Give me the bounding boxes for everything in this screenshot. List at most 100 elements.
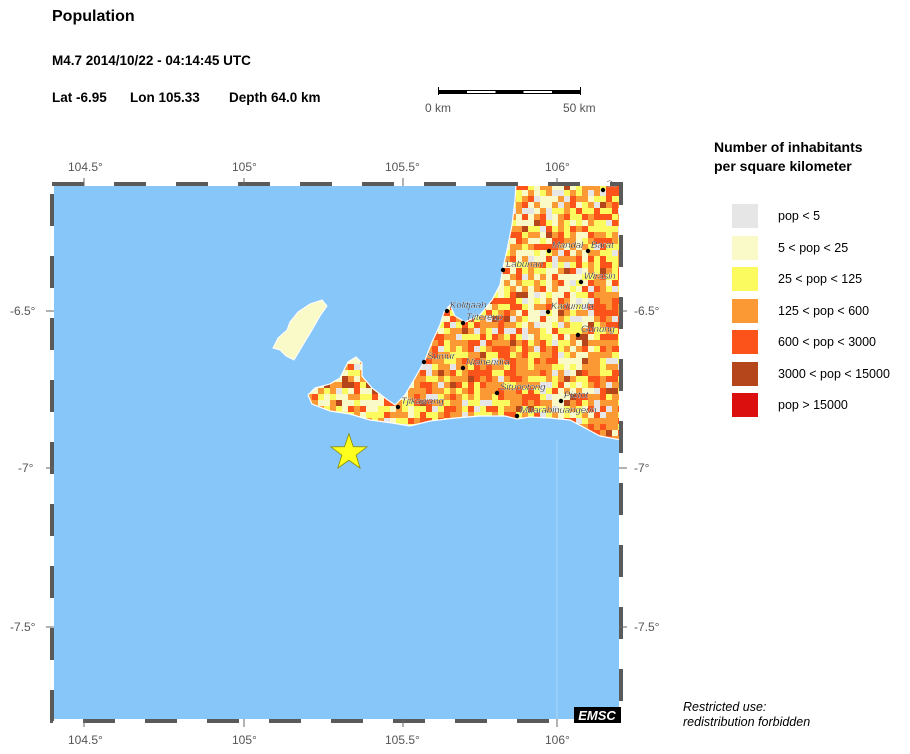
event-depth: Depth 64.0 km (229, 90, 321, 105)
city-dot (460, 365, 466, 371)
legend-swatch (732, 330, 758, 354)
legend-label: 125 < pop < 600 (778, 303, 870, 318)
legend-item: pop < 5 (732, 203, 820, 229)
city-marker: Kolitjaah (444, 300, 487, 314)
city-label: Wirasin (584, 271, 616, 282)
island (272, 299, 328, 361)
lon-tick-bottom: 106° (545, 733, 570, 747)
city-marker: Barat (585, 240, 614, 254)
event-lon: Lon 105.33 (130, 90, 200, 105)
city-dot (460, 320, 466, 326)
city-dot (545, 309, 551, 315)
legend-label: pop > 15000 (778, 398, 848, 412)
city-marker: Piotot (558, 390, 589, 404)
city-dot (585, 248, 591, 254)
city-marker: Muarabinuangeun (514, 405, 597, 419)
city-label: Situootong (500, 382, 546, 393)
city-marker: Situootong (494, 382, 546, 396)
legend-item: 3000 < pop < 15000 (732, 361, 890, 387)
star-icon[interactable] (329, 432, 369, 470)
legend-label: pop < 5 (778, 209, 821, 223)
city-dot (421, 359, 427, 365)
city-dot (514, 413, 520, 419)
lon-tick-top: 105° (232, 160, 257, 174)
city-label: Barat (591, 240, 614, 251)
scale-start-label: 0 km (425, 101, 452, 115)
usage-notice: Restricted use: redistribution forbidden (683, 700, 810, 730)
emsc-logo-text: EMSC (578, 708, 616, 723)
city-dot (444, 308, 450, 314)
city-marker: Niahendra (460, 357, 510, 371)
scale-bar (438, 87, 581, 96)
city-marker: Mandal (546, 240, 584, 254)
legend-title-line: Number of inhabitants (714, 139, 863, 155)
legend-label: 600 < pop < 3000 (778, 335, 877, 349)
city-marker: Kadumula (545, 301, 594, 315)
legend-swatch (732, 361, 758, 386)
event-info: M4.7 2014/10/22 - 04:14:45 UTC (52, 53, 251, 68)
legend-item: pop > 15000 (732, 392, 848, 418)
legend-swatch (732, 298, 758, 323)
notice-line: Restricted use: (683, 700, 767, 714)
city-marker: Labunan (500, 259, 543, 273)
legend-title: Number of inhabitants per square kilomet… (714, 138, 863, 176)
legend-swatch (732, 235, 758, 260)
lat-tick-right: -7.5° (634, 620, 660, 634)
city-marker: Tjitereup (460, 312, 503, 326)
map-frame-dashes (50, 182, 623, 723)
city-marker: Gunung (575, 324, 616, 338)
lat-tick-left: -6.5° (10, 304, 36, 318)
legend-title-line: per square kilometer (714, 158, 852, 174)
lon-tick-top: 104.5° (68, 160, 103, 174)
city-label: Tjitereup (466, 312, 503, 323)
city-marker: Tjikawang (395, 396, 445, 410)
legend-swatch (732, 393, 758, 417)
legend-swatch (732, 267, 758, 291)
lat-tick-right: -6.5° (634, 304, 660, 318)
legend-label: 3000 < pop < 15000 (778, 366, 890, 381)
city-label: Kadumula (551, 301, 594, 312)
legend-swatch (732, 204, 758, 228)
notice-line: redistribution forbidden (683, 715, 811, 729)
city-marker: Wirasin (578, 271, 616, 285)
city-label: Tjikawang (401, 396, 444, 407)
city-label: Labunan (506, 259, 543, 270)
legend-item: 600 < pop < 3000 (732, 329, 876, 355)
city-label: Mandal (552, 240, 584, 251)
legend-item: 25 < pop < 125 (732, 266, 862, 292)
city-dot (500, 267, 506, 273)
legend-label: 25 < pop < 125 (778, 272, 863, 286)
city-dot (395, 404, 401, 410)
lon-tick-bottom: 105° (232, 733, 257, 747)
lat-tick-right: -7° (634, 461, 650, 475)
city-dot (600, 187, 606, 193)
city-marker: Sumur (421, 351, 456, 365)
lon-tick-bottom: 105.5° (385, 733, 420, 747)
scale-end-label: 50 km (563, 101, 596, 115)
event-lat: Lat -6.95 (52, 90, 107, 105)
lat-tick-left: -7° (18, 461, 34, 475)
city-dot (578, 279, 584, 285)
lat-tick-left: -7.5° (10, 620, 36, 634)
city-label: Sumur (427, 351, 456, 362)
emsc-logo (574, 707, 621, 723)
city-label: Kolitjaah (450, 300, 486, 311)
city-label: Muarabinuangeun (520, 405, 597, 416)
city-label: Piotot (564, 390, 589, 401)
map-title: Population (52, 8, 135, 25)
tick-marks (46, 178, 627, 727)
city-dot (494, 390, 500, 396)
city-dot (558, 398, 564, 404)
lon-tick-top: 105.5° (385, 160, 420, 174)
legend-item: 125 < pop < 600 (732, 298, 869, 324)
legend-label: 5 < pop < 25 (778, 240, 849, 255)
lon-tick-top: 106° (545, 160, 570, 174)
city-dot (575, 332, 581, 338)
lon-tick-bottom: 104.5° (68, 733, 103, 747)
legend-item: 5 < pop < 25 (732, 235, 848, 261)
city-label: Niahendra (466, 357, 510, 368)
city-dot (546, 248, 552, 254)
city-label: Gunung (581, 324, 616, 335)
